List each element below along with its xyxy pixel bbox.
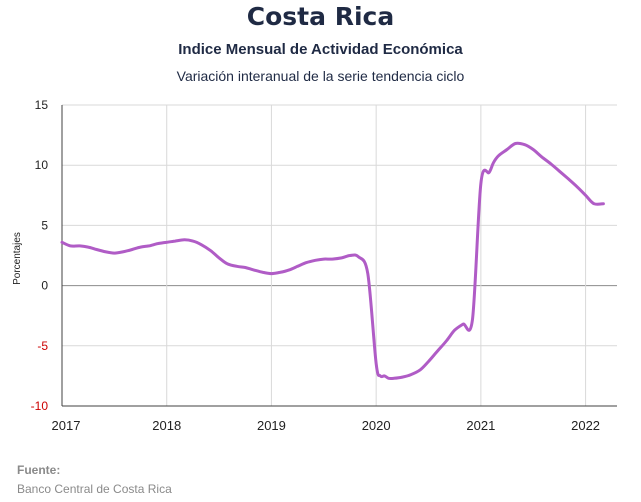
- x-tick-label: 2017: [52, 418, 81, 433]
- y-tick-label: 10: [35, 158, 49, 172]
- y-tick-label: 5: [41, 218, 48, 232]
- x-tick-label: 2019: [257, 418, 286, 433]
- chart-description: Variación interanual de la serie tendenc…: [176, 68, 465, 84]
- source-label: Fuente:: [17, 463, 61, 477]
- y-tick-label: -10: [31, 399, 49, 413]
- x-tick-label: 2022: [571, 418, 600, 433]
- x-tick-label: 2018: [152, 418, 181, 433]
- chart-title: Costa Rica: [246, 2, 395, 31]
- chart-subtitle: Indice Mensual de Actividad Económica: [178, 41, 463, 58]
- y-tick-label: -5: [37, 339, 48, 353]
- x-tick-label: 2020: [362, 418, 391, 433]
- x-tick-label: 2021: [466, 418, 495, 433]
- source-text: Banco Central de Costa Rica: [17, 482, 172, 496]
- y-axis-label: Porcentajes: [12, 232, 23, 285]
- series-line: [60, 141, 605, 381]
- y-tick-label: 15: [35, 98, 49, 112]
- y-tick-label: 0: [41, 279, 48, 293]
